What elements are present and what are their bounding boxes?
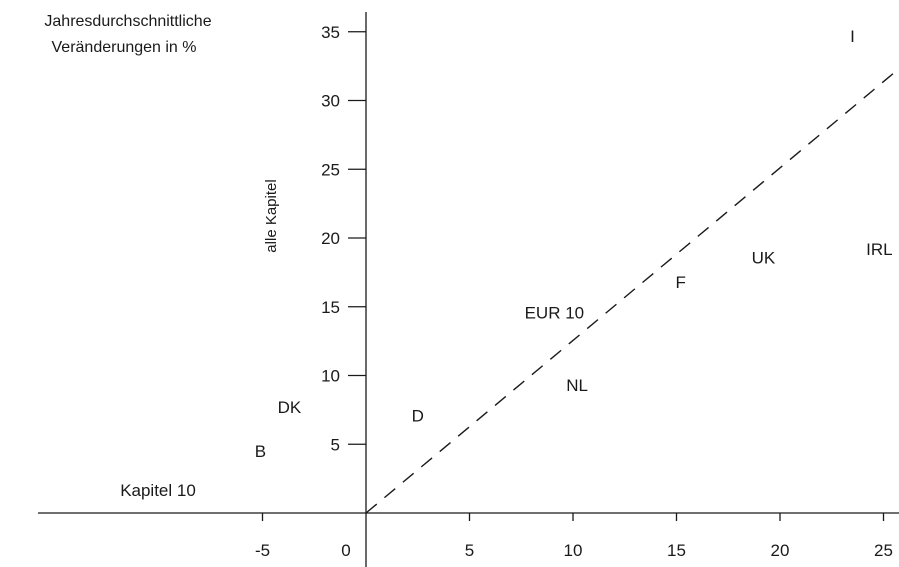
x-tick-label: 10	[564, 541, 583, 560]
data-points: I IRL UK F EUR 10 NL D DK B	[255, 27, 893, 461]
data-point-label: D	[412, 406, 424, 425]
x-axis-ticks: -5 0 5 10 15 20 25	[255, 513, 893, 560]
chart-title-line-1: Jahresdurchschnittliche	[44, 13, 211, 30]
y-axis-ticks: 5 10 15 20 25 30 35	[321, 23, 366, 454]
data-point-label: IRL	[866, 240, 892, 259]
x-tick-label: 25	[874, 541, 893, 560]
x-tick-label: 0	[341, 541, 350, 560]
x-tick-label: -5	[255, 541, 270, 560]
x-tick-label: 5	[465, 541, 474, 560]
x-tick-label: 20	[771, 541, 790, 560]
y-tick-label: 15	[321, 298, 340, 317]
data-point-label: F	[675, 273, 685, 292]
y-tick-label: 10	[321, 367, 340, 386]
y-tick-label: 5	[331, 435, 340, 454]
y-tick-label: 25	[321, 160, 340, 179]
data-point-label: I	[850, 27, 855, 46]
axes	[38, 12, 899, 567]
data-point-label: EUR 10	[525, 303, 585, 322]
x-tick-label: 15	[667, 541, 686, 560]
x-axis-label: Kapitel 10	[120, 481, 196, 500]
y-tick-label: 20	[321, 229, 340, 248]
chart-title-line-2: Veränderungen in %	[52, 39, 197, 56]
chart-title: Jahresdurchschnittliche Veränderungen in…	[44, 13, 211, 56]
reference-line-group	[365, 72, 895, 514]
data-point-label: B	[255, 442, 266, 461]
data-point-label: DK	[278, 398, 302, 417]
data-point-label: UK	[752, 248, 776, 267]
y-axis-label: alle Kapitel	[263, 179, 280, 252]
y-tick-label: 35	[321, 23, 340, 42]
data-point-label: NL	[566, 376, 588, 395]
reference-line	[365, 72, 895, 514]
y-tick-label: 30	[321, 92, 340, 111]
